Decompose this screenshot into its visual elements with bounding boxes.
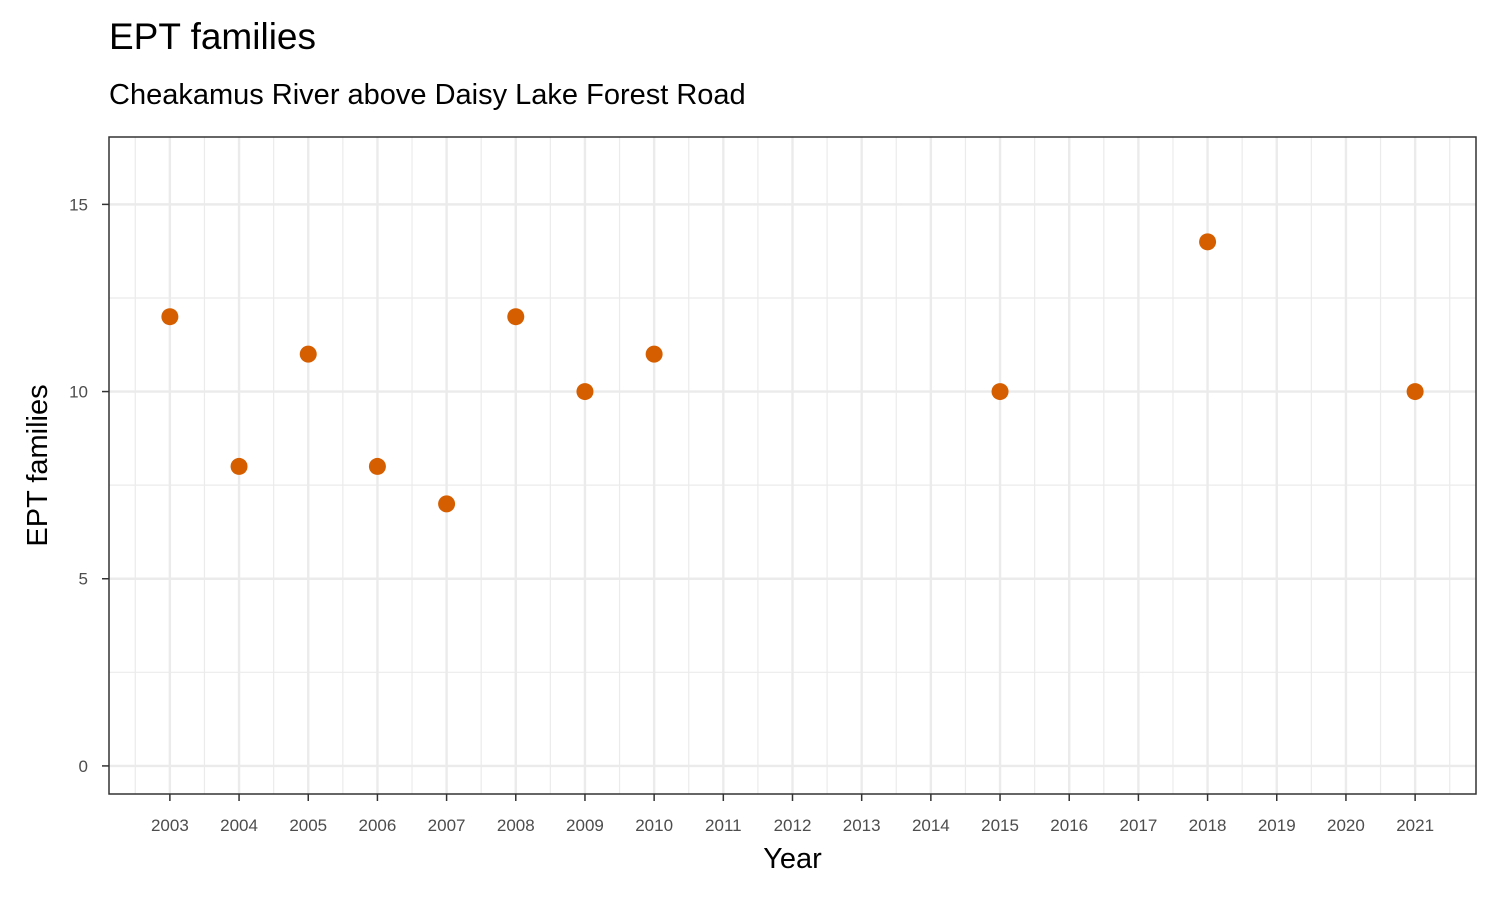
x-tick-label: 2003 [151, 816, 189, 835]
data-point [438, 495, 456, 513]
x-tick-label: 2006 [359, 816, 397, 835]
x-tick-label: 2004 [220, 816, 258, 835]
data-point [991, 383, 1009, 401]
y-tick-label: 10 [69, 383, 88, 402]
y-tick-label: 0 [79, 757, 88, 776]
x-tick-label: 2011 [705, 816, 742, 835]
x-tick-label: 2018 [1189, 816, 1227, 835]
data-point [368, 457, 386, 475]
x-tick-label: 2015 [981, 816, 1019, 835]
data-point [1406, 383, 1424, 401]
data-point [161, 308, 179, 326]
y-axis-label: EPT families [22, 384, 54, 546]
x-tick-label: 2020 [1327, 816, 1365, 835]
x-tick-label: 2016 [1050, 816, 1088, 835]
data-point [645, 345, 663, 363]
x-tick-label: 2008 [497, 816, 535, 835]
data-point [299, 345, 317, 363]
x-tick-label: 2021 [1396, 816, 1434, 835]
x-tick-label: 2005 [289, 816, 327, 835]
chart-subtitle: Cheakamus River above Daisy Lake Forest … [109, 79, 746, 111]
y-tick-label: 15 [69, 195, 88, 214]
y-axis: 0 5 10 15 [69, 195, 109, 776]
x-tick-label: 2009 [566, 816, 604, 835]
x-tick-label: 2010 [635, 816, 673, 835]
data-points [161, 233, 1424, 513]
data-point [1199, 233, 1217, 251]
chart-title: EPT families [109, 16, 316, 57]
data-point [230, 457, 248, 475]
x-axis: 2003 2004 2005 2006 2007 2008 2009 2010 2011 2012… [151, 794, 1434, 835]
x-tick-label: 2019 [1258, 816, 1296, 835]
x-tick-label: 2017 [1119, 816, 1157, 835]
x-tick-label: 2007 [428, 816, 466, 835]
data-point [576, 383, 594, 401]
data-point [507, 308, 525, 326]
y-tick-label: 5 [79, 570, 88, 589]
x-tick-label: 2014 [912, 816, 950, 835]
x-tick-label: 2012 [774, 816, 812, 835]
x-tick-label: 2013 [843, 816, 881, 835]
x-axis-label: Year [763, 843, 822, 875]
